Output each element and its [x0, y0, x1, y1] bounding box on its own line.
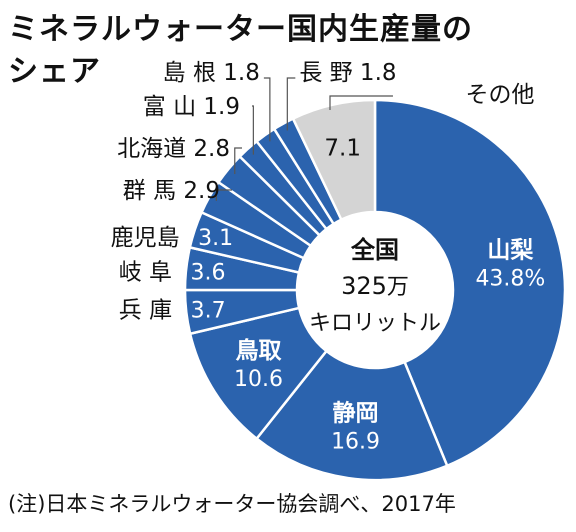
label-gifu: 岐 阜: [119, 259, 172, 285]
label-yamanashi: 山梨: [487, 237, 533, 263]
value-other: 7.1: [324, 136, 361, 162]
leader-lines-group: [215, 77, 393, 201]
leader-shimane: [263, 77, 271, 142]
slice-other: [291, 98, 377, 222]
slice-yamanashi: [373, 98, 567, 468]
label-toyama: 富 山 1.9: [143, 94, 240, 120]
source-note: (注)日本ミネラルウォーター協会調べ、2017年: [8, 492, 456, 516]
value-shizuoka: 16.9: [331, 430, 380, 455]
label-nagano: 長 野 1.8: [299, 60, 396, 86]
chart-title-line1: ミネラルウォーター国内生産量の: [8, 12, 473, 47]
value-gifu: 3.6: [191, 260, 226, 285]
label-shizuoka: 静岡: [333, 400, 379, 427]
label-kagoshima: 鹿児島: [111, 225, 180, 251]
center-unit-label: キロリットル: [309, 311, 441, 336]
leader-other: [329, 95, 393, 110]
label-tottori: 鳥取: [235, 337, 281, 364]
value-kagoshima: 3.1: [198, 226, 233, 251]
label-gunma: 群 馬 2.9: [123, 178, 220, 204]
chart-title-line2: シェア: [8, 54, 101, 89]
value-hyogo: 3.7: [191, 298, 226, 323]
leader-nagano: [286, 77, 296, 131]
value-yamanashi: 43.8%: [475, 266, 545, 291]
label-hokkaido: 北海道 2.8: [117, 136, 230, 162]
leader-hokkaido: [234, 147, 242, 174]
center-total-value: 325: [341, 272, 387, 300]
slices-group: [183, 98, 567, 482]
leader-toyama: [252, 105, 254, 155]
leader-gunma: [215, 189, 232, 201]
label-other: その他: [466, 82, 535, 108]
labels-group: 山梨 43.8% 静岡 16.9 鳥取 10.6 3.7 兵 庫 3.6 岐 阜 3.1 鹿児島 群 馬…: [111, 60, 546, 455]
label-hyogo: 兵 庫: [119, 297, 172, 323]
center-label-group: 全国 325万 キロリットル: [309, 236, 441, 336]
center-title: 全国: [350, 236, 399, 264]
slice-shizuoka: [254, 349, 449, 482]
label-shimane: 島 根 1.8: [163, 60, 260, 86]
value-tottori: 10.6: [234, 367, 283, 392]
center-total-unit: 万: [387, 275, 409, 300]
center-total: 325万: [341, 272, 409, 300]
